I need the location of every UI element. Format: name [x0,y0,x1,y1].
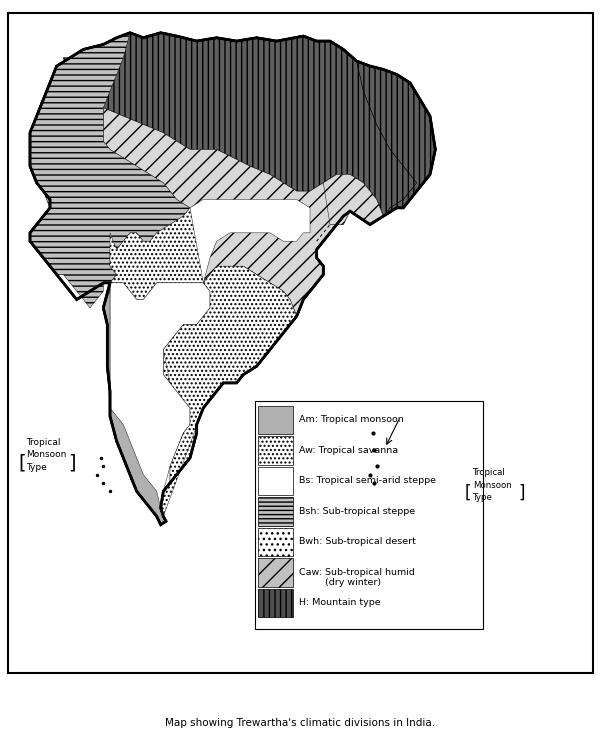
Polygon shape [103,108,383,317]
Polygon shape [160,258,323,522]
Text: Tropical
Monsoon
Type: Tropical Monsoon Type [473,468,511,502]
Bar [258,436,293,464]
Text: Am: Tropical monsoon: Am: Tropical monsoon [299,415,404,424]
Bar [258,588,293,617]
Bar [255,400,483,629]
Polygon shape [110,208,297,483]
Bar [258,406,293,434]
Polygon shape [323,175,383,224]
Polygon shape [63,33,435,216]
Polygon shape [30,158,117,283]
Text: Bsh: Sub-tropical steppe: Bsh: Sub-tropical steppe [299,507,415,516]
Polygon shape [30,33,435,525]
Text: Caw: Sub-tropical humid: Caw: Sub-tropical humid [299,568,415,577]
Polygon shape [103,283,166,525]
Text: Bwh: Sub-tropical desert: Bwh: Sub-tropical desert [299,537,416,546]
Bar [258,558,293,587]
Text: ]: ] [68,453,76,472]
Text: [: [ [18,453,25,472]
Text: (dry winter): (dry winter) [307,578,381,587]
Text: Map showing Trewartha's climatic divisions in India.: Map showing Trewartha's climatic divisio… [165,718,436,728]
Bar [258,497,293,525]
Text: Tropical
Monsoon
Type: Tropical Monsoon Type [26,438,66,472]
Polygon shape [110,283,210,516]
Polygon shape [323,175,383,224]
Polygon shape [30,33,190,308]
Text: [: [ [465,484,472,502]
Text: Bs: Tropical semi-arid steppe: Bs: Tropical semi-arid steppe [299,476,436,485]
Text: Aw: Tropical savanna: Aw: Tropical savanna [299,446,398,455]
Polygon shape [356,61,435,224]
Text: H: Mountain type: H: Mountain type [299,598,380,607]
Text: ]: ] [518,484,525,502]
Bar [258,467,293,495]
Bar [258,528,293,557]
